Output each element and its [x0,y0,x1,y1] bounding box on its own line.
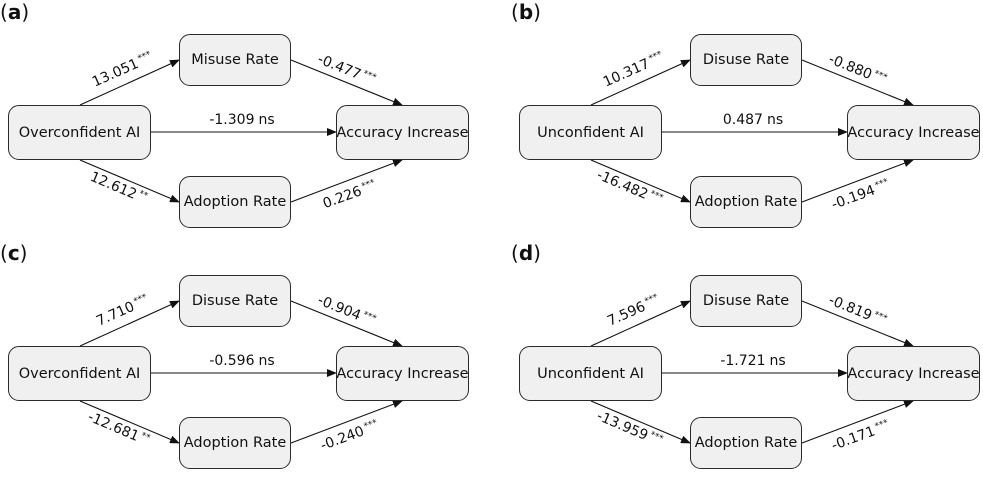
panel-d-arrows [590,300,914,444]
panel-a: (a) Overconfident AI Misuse Rate Adoptio… [0,0,490,238]
node-mediator-top: Disuse Rate [179,275,291,327]
edge-src-top [590,59,691,106]
node-mediator-top: Misuse Rate [179,34,291,86]
edge-src-bot [79,400,180,444]
panel-d: (d) Unconfident AI Disuse Rate Adoption … [511,241,983,479]
edge-label-direct: -1.721 ns [720,353,786,369]
node-outcome: Accuracy Increase [336,105,469,160]
panel-c: (c) Overconfident AI Disuse Rate Adoptio… [0,241,490,479]
edge-top-out [290,300,403,347]
panel-label: (d) [511,241,541,265]
node-mediator-bottom: Adoption Rate [179,417,291,469]
edge-src-bot [79,159,180,203]
node-outcome: Accuracy Increase [847,105,980,160]
edge-src-top [79,300,180,347]
node-source: Unconfident AI [519,346,662,401]
panel-label: (b) [511,0,541,24]
edge-bot-out [290,159,403,203]
node-mediator-bottom: Adoption Rate [690,176,802,228]
edge-label-direct: -1.309 ns [209,112,275,128]
node-source: Unconfident AI [519,105,662,160]
edge-src-bot [590,400,691,444]
node-mediator-bottom: Adoption Rate [690,417,802,469]
node-mediator-top: Disuse Rate [690,275,802,327]
node-outcome: Accuracy Increase [847,346,980,401]
edge-bot-out [290,400,403,444]
edge-bot-out [801,400,914,444]
panel-b: (b) Unconfident AI Disuse Rate Adoption … [511,0,983,238]
edge-bot-out [801,159,914,203]
edge-top-out [801,300,914,347]
panel-b-arrows [590,59,914,203]
panel-label: (a) [0,0,30,24]
panel-a-arrows [79,59,403,203]
edge-src-top [590,300,691,347]
edge-src-top [79,59,180,106]
edge-top-out [290,59,403,106]
edge-top-out [801,59,914,106]
node-source: Overconfident AI [8,346,151,401]
node-outcome: Accuracy Increase [336,346,469,401]
panel-c-arrows [79,300,403,444]
edge-label-direct: 0.487 ns [722,112,784,128]
node-source: Overconfident AI [8,105,151,160]
edge-label-direct: -0.596 ns [209,353,275,369]
node-mediator-top: Disuse Rate [690,34,802,86]
panel-label: (c) [0,241,28,265]
edge-src-bot [590,159,691,203]
node-mediator-bottom: Adoption Rate [179,176,291,228]
